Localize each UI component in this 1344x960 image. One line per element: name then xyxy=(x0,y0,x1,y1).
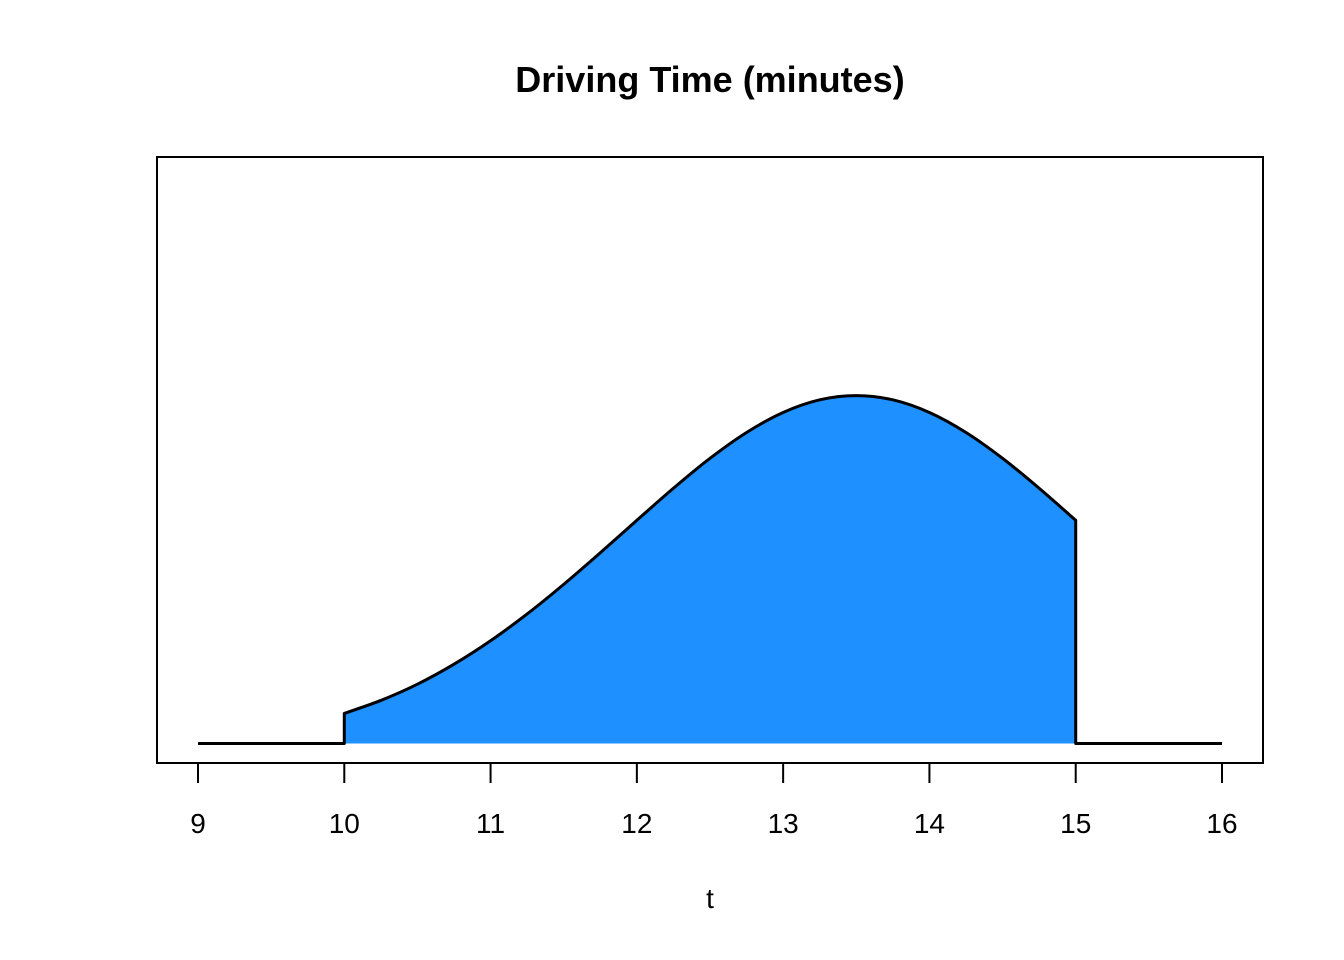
density-fill-area xyxy=(344,395,1076,744)
x-tick-label: 9 xyxy=(190,808,206,839)
x-tick-label: 10 xyxy=(329,808,360,839)
x-tick-label: 14 xyxy=(914,808,945,839)
density-curve-line xyxy=(198,394,1222,745)
chart-title: Driving Time (minutes) xyxy=(515,59,904,100)
x-tick-label: 15 xyxy=(1060,808,1091,839)
x-axis-label: t xyxy=(706,883,714,914)
x-tick-label: 11 xyxy=(476,808,505,839)
x-tick-label: 16 xyxy=(1206,808,1237,839)
x-axis-ticks: 9 10 11 12 13 14 15 16 xyxy=(190,763,1238,839)
x-tick-label: 12 xyxy=(621,808,652,839)
x-tick-label: 13 xyxy=(768,808,799,839)
